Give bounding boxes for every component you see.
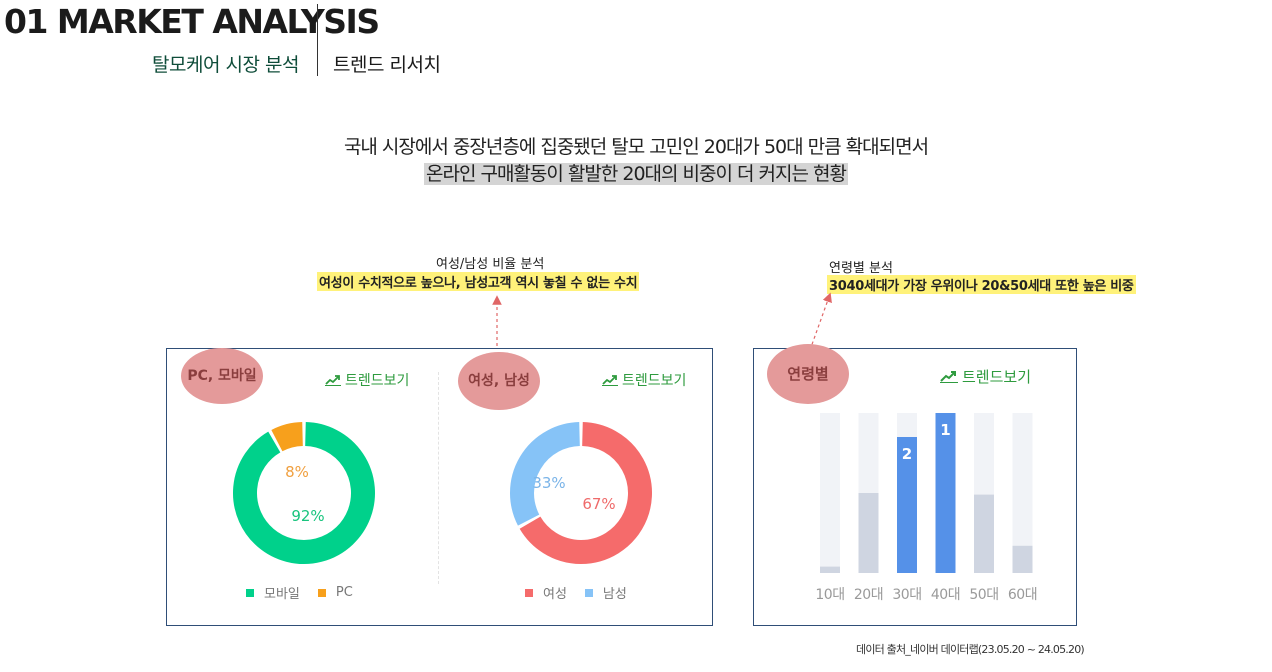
device-trend-label: 트렌드보기 [345,373,410,389]
male-legend-swatch [584,588,593,597]
panel-divider [438,372,439,584]
age-bar [820,566,840,573]
header-divider [317,4,318,76]
male-slice [510,422,581,526]
legend-female: 여성 [543,587,567,602]
mobile-slice [233,422,375,564]
device-legend: 모바일 PC [246,583,353,602]
age-bar [935,413,956,573]
age-tick-label: 20대 [854,587,883,603]
age-tick-label: 60대 [1008,587,1037,603]
legend-male: 남성 [602,587,627,602]
age-trend-label: 트렌드보기 [962,368,1032,386]
device-trend-link[interactable]: 트렌드보기 [325,370,409,390]
age-annotation-label: 연령별 분석 [829,261,893,276]
pc-legend-swatch [317,588,326,597]
age-bar [974,494,994,573]
age-bar [858,493,879,573]
rank-label: 2 [902,445,912,463]
trend-chart-icon [940,371,958,383]
legend-mobile: 모바일 [264,587,300,602]
age-bar [897,437,917,573]
age-pill: 연령별 [767,344,849,404]
age-annotation-highlight: 3040세대가 가장 우위이나 20&50세대 또한 높은 비중 [827,275,1136,294]
bar-track [820,413,840,573]
gender-trend-link[interactable]: 트렌드보기 [602,370,686,390]
data-source: 데이터 출처_네이버 데이터랩(23.05.20 ~ 24.05.20) [856,643,1085,656]
age-arrow [809,292,832,351]
legend-pc: PC [335,585,353,600]
female-legend-swatch [525,588,533,597]
age-tick-label: 50대 [969,587,998,603]
gender-trend-label: 트렌드보기 [622,373,687,389]
age-tick-label: 40대 [931,587,960,603]
gender-legend: 여성 남성 [525,583,627,602]
trend-chart-icon [602,375,618,386]
section-subtitle: 탈모케어 시장 분석 [152,54,299,76]
age-tick-label: 30대 [892,587,921,603]
gender-donut-chart: 67% 33% [510,422,652,564]
pc-value-label: 8% [285,463,309,481]
gender-annotation-label: 여성/남성 비율 분석 [436,257,545,272]
headline-line-2: 온라인 구매활동이 활발한 20대의 비중이 더 커지는 현황 [423,163,848,185]
bar-track [1012,413,1033,573]
headline-line-2-wrap: 온라인 구매활동이 활발한 20대의 비중이 더 커지는 현황 [0,159,1272,186]
device-donut-chart: 92% 8% [233,422,375,564]
pc-slice [271,422,304,452]
mobile-legend-swatch [246,588,254,597]
male-value-label: 33% [532,474,565,492]
device-pill: PC, 모바일 [181,348,263,404]
age-bar [1012,545,1033,573]
trend-chart-icon [325,375,341,386]
female-slice [519,422,652,564]
mobile-value-label: 92% [291,507,324,525]
age-trend-link[interactable]: 트렌드보기 [940,366,1031,387]
gender-pill: 여성, 남성 [458,352,540,410]
gender-annotation-highlight: 여성이 수치적으로 높으나, 남성고객 역시 놓칠 수 없는 수치 [317,272,640,291]
age-bar-chart: 10대 20대 2 30대 1 40대 50대 60대 [815,413,1038,603]
age-tick-label: 10대 [815,587,844,603]
section-subtitle-secondary: 트렌드 리서치 [333,54,441,76]
rank-label: 1 [940,421,950,439]
female-value-label: 67% [582,495,615,513]
headline-line-1: 국내 시장에서 중장년층에 집중됐던 탈모 고민인 20대가 50대 만큼 확대… [343,136,929,158]
